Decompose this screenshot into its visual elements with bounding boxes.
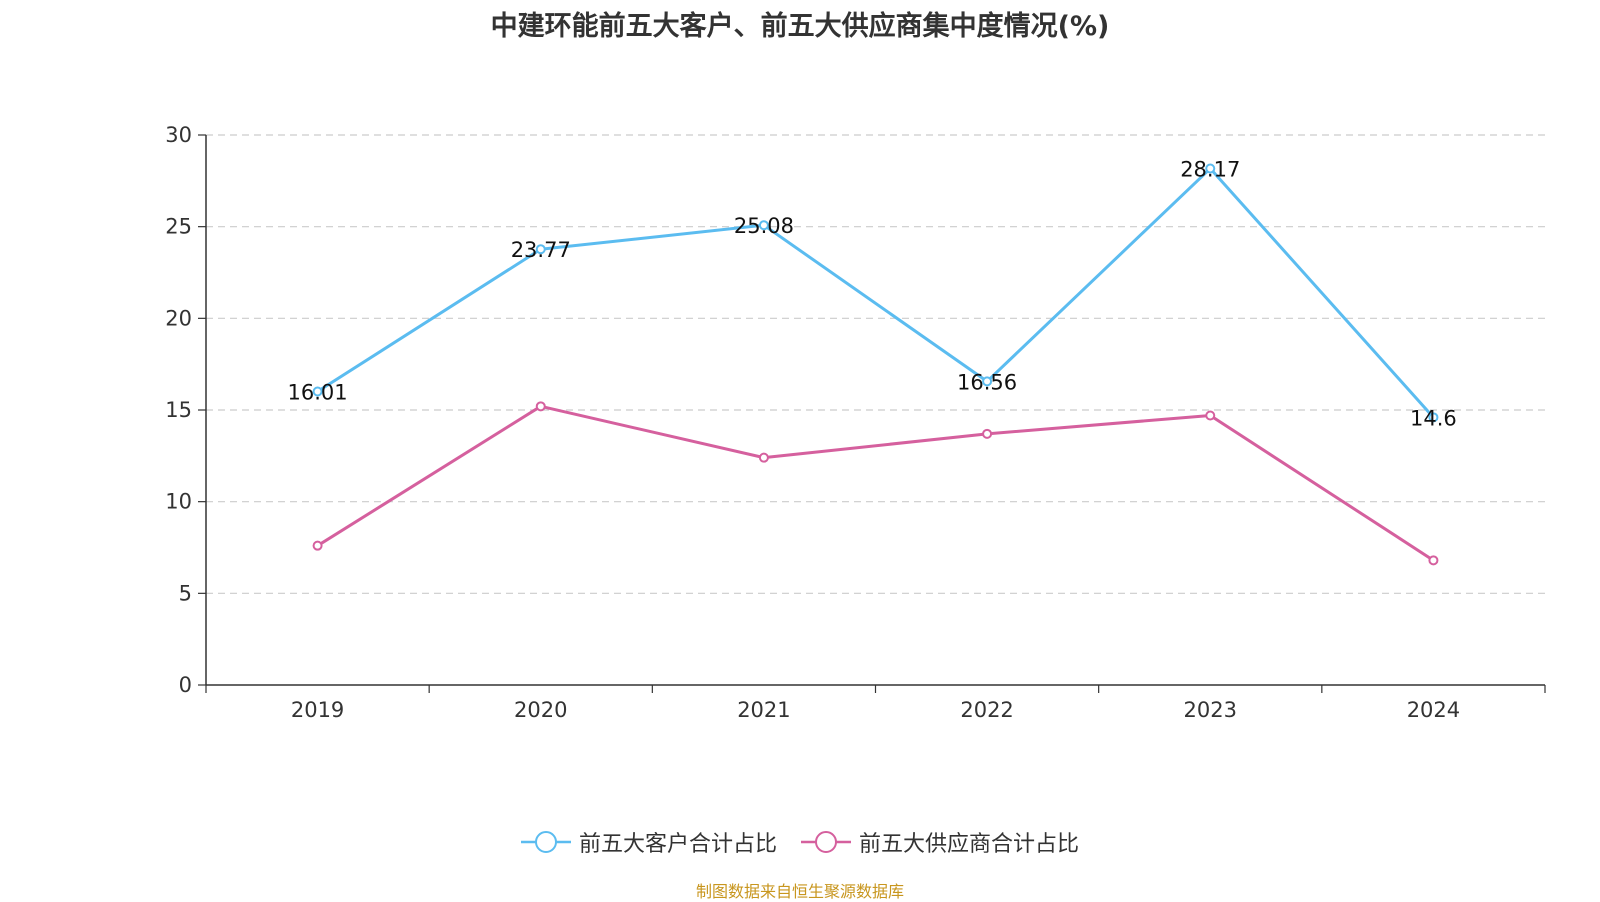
- source-note: 制图数据来自恒生聚源数据库: [695, 882, 904, 901]
- legend-swatch-customers: [520, 831, 571, 853]
- data-label-0: 25.08: [734, 214, 794, 238]
- x-tick-label: 2020: [514, 698, 567, 722]
- series-line-1: [316, 404, 1435, 562]
- legend: 前五大客户合计占比 前五大供应商合计占比: [0, 826, 1600, 858]
- data-point-1: [535, 401, 546, 412]
- y-tick-label: 25: [165, 215, 192, 239]
- legend-item-suppliers[interactable]: 前五大供应商合计占比: [801, 826, 1079, 858]
- legend-label-suppliers: 前五大供应商合计占比: [859, 832, 1080, 857]
- x-tick-label: 2022: [960, 698, 1013, 722]
- data-point-0: [758, 220, 769, 231]
- y-tick-label: 30: [165, 123, 192, 147]
- data-point-1: [312, 540, 323, 551]
- data-point-1: [982, 428, 993, 439]
- data-point-1: [758, 452, 769, 463]
- data-label-0: 16.56: [957, 370, 1017, 394]
- data-point-0: [1205, 163, 1216, 174]
- data-point-0: [982, 376, 993, 387]
- series-line-0: [316, 167, 1435, 419]
- x-tick-label: 2024: [1407, 698, 1460, 722]
- data-label-0: 16.01: [288, 380, 348, 404]
- y-tick-label: 15: [165, 398, 192, 422]
- x-tick-label: 2019: [291, 698, 344, 722]
- data-point-0: [1428, 412, 1439, 423]
- legend-item-customers[interactable]: 前五大客户合计占比: [520, 826, 777, 858]
- data-point-1: [1205, 410, 1216, 421]
- data-label-0: 28.17: [1180, 158, 1240, 182]
- data-point-0: [535, 244, 546, 255]
- chart-title: 中建环能前五大客户、前五大供应商集中度情况(%): [490, 11, 1110, 42]
- y-tick-label: 5: [179, 581, 192, 605]
- data-label-0: 14.6: [1410, 406, 1457, 430]
- y-tick-label: 20: [165, 306, 192, 330]
- legend-label-customers: 前五大客户合计占比: [578, 832, 777, 857]
- data-point-1: [1428, 555, 1439, 566]
- legend-swatch-suppliers: [801, 831, 851, 853]
- x-tick-label: 2021: [737, 698, 790, 722]
- y-tick-label: 0: [179, 673, 192, 697]
- data-label-0: 23.77: [511, 238, 571, 262]
- x-tick-label: 2023: [1184, 698, 1237, 722]
- data-point-0: [312, 386, 323, 397]
- y-tick-label: 10: [165, 490, 192, 514]
